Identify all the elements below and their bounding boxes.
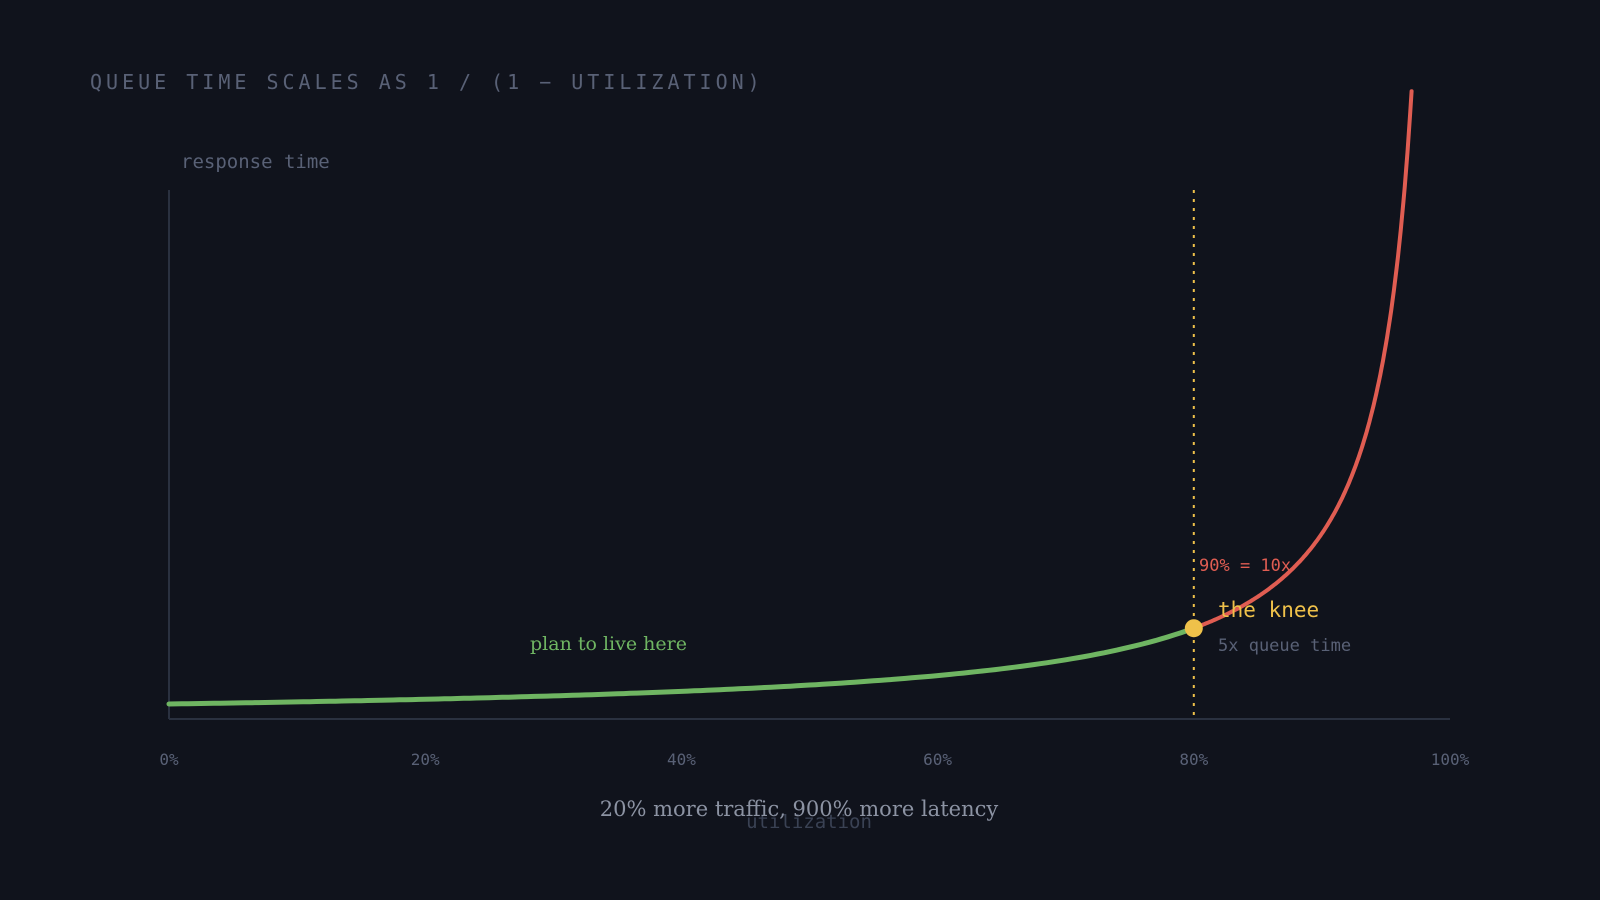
knee-point — [1184, 619, 1203, 638]
chart-title: QUEUE TIME SCALES AS 1 / (1 − UTILIZATIO… — [90, 70, 764, 94]
knee-sublabel: 5x queue time — [1218, 636, 1351, 656]
x-axis-label: utilization — [746, 811, 872, 833]
x-tick-label: 60% — [923, 750, 952, 769]
x-tick-label: 80% — [1179, 750, 1208, 769]
x-tick-label: 20% — [411, 750, 440, 769]
safe-zone-curve — [166, 625, 1197, 707]
x-tick-label: 40% — [667, 750, 696, 769]
x-tick-label: 100% — [1431, 750, 1470, 769]
chart-caption: 20% more traffic, 900% more latency — [600, 797, 999, 821]
y-axis-label: response time — [181, 151, 330, 173]
marker-90-label: 90% = 10x — [1199, 556, 1291, 576]
x-tick-labels: 0% 20% 40% 60% 80% 100% — [159, 750, 1469, 769]
safe-zone-label: plan to live here — [530, 633, 687, 655]
x-tick-label: 0% — [159, 750, 179, 769]
danger-zone-curve — [1191, 89, 1414, 631]
knee-label: the knee — [1218, 598, 1319, 622]
